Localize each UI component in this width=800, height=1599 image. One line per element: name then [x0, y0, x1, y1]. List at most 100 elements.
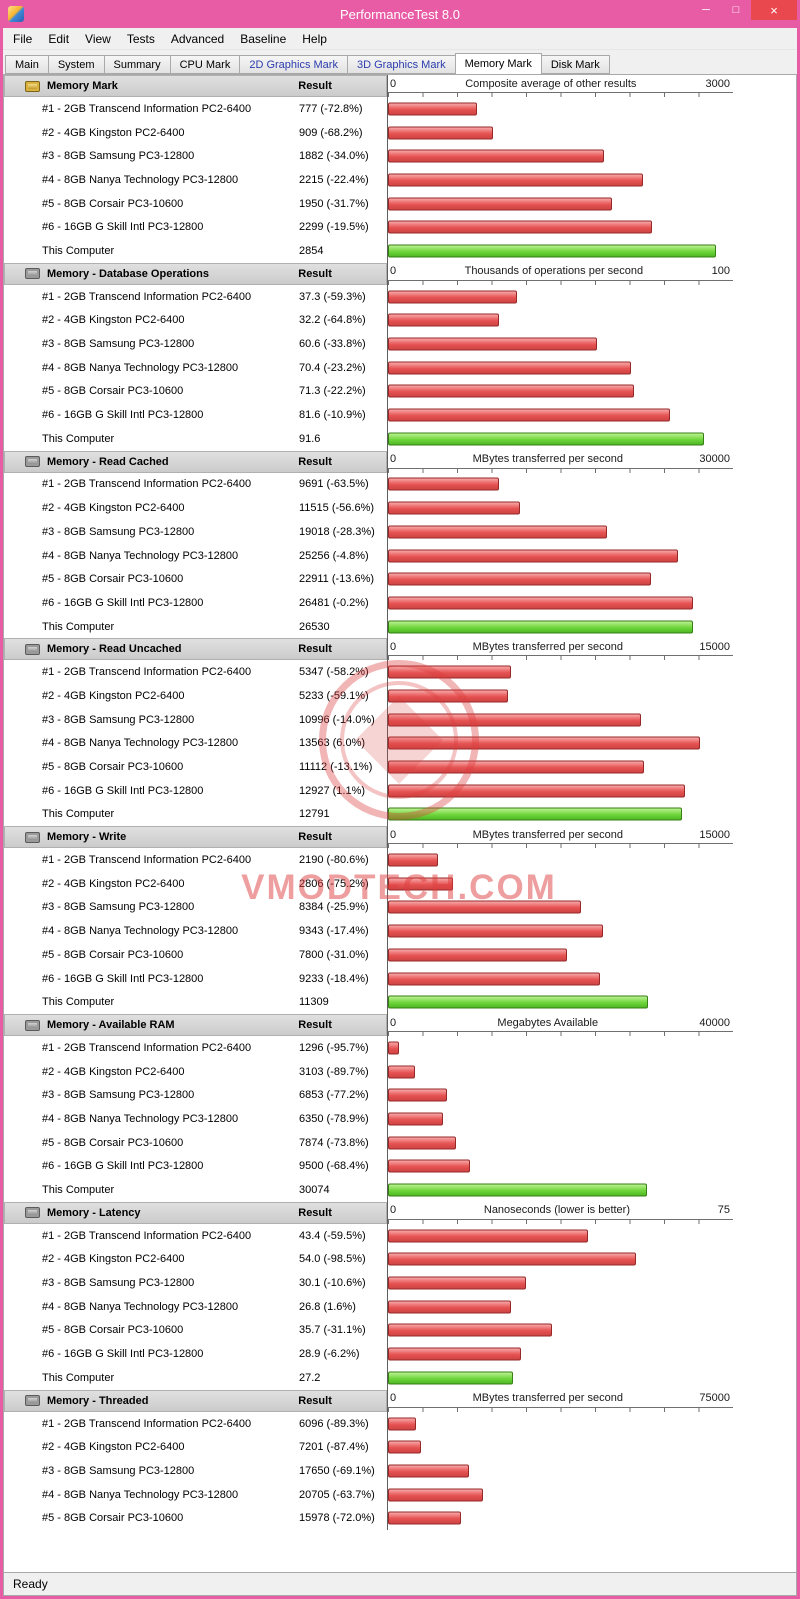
result-bar — [388, 361, 631, 375]
menu-item-tests[interactable]: Tests — [126, 31, 155, 46]
result-row[interactable]: #6 - 16GB G Skill Intl PC3-12800 26481 (-… — [4, 591, 796, 615]
result-row-this-computer[interactable]: This Computer 11309 — [4, 990, 796, 1015]
result-row[interactable]: #5 - 8GB Corsair PC3-10600 35.7 (-31.1%) — [4, 1318, 796, 1343]
result-row[interactable]: #6 - 16GB G Skill Intl PC3-12800 9500 (-6… — [4, 1154, 796, 1179]
row-result: 7201 (-87.4%) — [299, 1441, 369, 1454]
result-row[interactable]: #2 - 4GB Kingston PC2-6400 909 (-68.2%) — [4, 120, 796, 145]
scale-min: 0 — [390, 77, 397, 90]
row-result: 26530 — [299, 620, 330, 633]
result-row-this-computer[interactable]: This Computer 12791 — [4, 802, 796, 827]
result-row[interactable]: #2 - 4GB Kingston PC2-6400 54.0 (-98.5%) — [4, 1247, 796, 1272]
result-row[interactable]: #3 - 8GB Samsung PC3-12800 19018 (-28.3%) — [4, 520, 796, 544]
row-label: #5 - 8GB Corsair PC3-10600 — [42, 1512, 184, 1525]
result-row[interactable]: #5 - 8GB Corsair PC3-10600 7800 (-31.0%) — [4, 943, 796, 967]
result-row[interactable]: #1 - 2GB Transcend Information PC2-6400 2… — [4, 848, 796, 872]
result-bar — [388, 1464, 470, 1478]
result-row-this-computer[interactable]: This Computer 26530 — [4, 614, 796, 639]
result-row[interactable]: #2 - 4GB Kingston PC2-6400 3103 (-89.7%) — [4, 1059, 796, 1084]
scale-ruler — [388, 843, 733, 849]
maximize-button[interactable]: □ — [732, 4, 740, 16]
result-row-this-computer[interactable]: This Computer 27.2 — [4, 1366, 796, 1390]
menu-item-advanced[interactable]: Advanced — [170, 31, 225, 46]
row-result: 10996 (-14.0%) — [299, 713, 375, 726]
result-row[interactable]: #6 - 16GB G Skill Intl PC3-12800 28.9 (-6… — [4, 1342, 796, 1366]
result-row[interactable]: #6 - 16GB G Skill Intl PC3-12800 81.6 (-1… — [4, 403, 796, 427]
result-row[interactable]: #3 - 8GB Samsung PC3-12800 60.6 (-33.8%) — [4, 332, 796, 356]
tab-system[interactable]: System — [47, 55, 105, 74]
row-label: #1 - 2GB Transcend Information PC2-6400 — [42, 1417, 252, 1430]
result-row[interactable]: #3 - 8GB Samsung PC3-12800 17650 (-69.1%) — [4, 1459, 796, 1483]
result-row[interactable]: #1 - 2GB Transcend Information PC2-6400 3… — [4, 284, 796, 309]
result-row[interactable]: #5 - 8GB Corsair PC3-10600 7874 (-73.8%) — [4, 1130, 796, 1155]
result-row-this-computer[interactable]: This Computer 2854 — [4, 239, 796, 263]
result-row[interactable]: #2 - 4GB Kingston PC2-6400 5233 (-59.1%) — [4, 684, 796, 708]
result-row[interactable]: #4 - 8GB Nanya Technology PC3-12800 26.8 … — [4, 1294, 796, 1319]
result-row[interactable]: #1 - 2GB Transcend Information PC2-6400 7… — [4, 97, 796, 121]
result-row[interactable]: #2 - 4GB Kingston PC2-6400 7201 (-87.4%) — [4, 1435, 796, 1460]
result-row[interactable]: #1 - 2GB Transcend Information PC2-6400 5… — [4, 660, 796, 685]
row-label: #6 - 16GB G Skill Intl PC3-12800 — [42, 972, 204, 985]
row-result: 15978 (-72.0%) — [299, 1512, 375, 1525]
result-bar — [388, 149, 605, 163]
result-row[interactable]: #1 - 2GB Transcend Information PC2-6400 1… — [4, 1036, 796, 1060]
result-row[interactable]: #3 - 8GB Samsung PC3-12800 1882 (-34.0%) — [4, 144, 796, 169]
row-label: #1 - 2GB Transcend Information PC2-6400 — [42, 854, 252, 867]
menu-item-view[interactable]: View — [85, 31, 111, 46]
row-result: 19018 (-28.3%) — [299, 525, 375, 538]
result-bar — [388, 1511, 462, 1525]
tab-memory-mark[interactable]: Memory Mark — [454, 53, 542, 75]
row-label: #4 - 8GB Nanya Technology PC3-12800 — [42, 549, 239, 562]
result-row[interactable]: #1 - 2GB Transcend Information PC2-6400 9… — [4, 472, 796, 497]
result-row[interactable]: #3 - 8GB Samsung PC3-12800 8384 (-25.9%) — [4, 895, 796, 920]
result-row-this-computer[interactable]: This Computer 91.6 — [4, 426, 796, 451]
result-row[interactable]: #3 - 8GB Samsung PC3-12800 6853 (-77.2%) — [4, 1083, 796, 1108]
result-bar — [388, 1440, 422, 1454]
tab-main[interactable]: Main — [5, 55, 49, 74]
result-row[interactable]: #1 - 2GB Transcend Information PC2-6400 4… — [4, 1223, 796, 1248]
result-row[interactable]: #6 - 16GB G Skill Intl PC3-12800 12927 (1… — [4, 778, 796, 803]
row-result: 27.2 — [299, 1371, 321, 1384]
result-row[interactable]: #5 - 8GB Corsair PC3-10600 1950 (-31.7%) — [4, 191, 796, 216]
result-row[interactable]: #4 - 8GB Nanya Technology PC3-12800 13563… — [4, 731, 796, 756]
result-row[interactable]: #2 - 4GB Kingston PC2-6400 2806 (-75.2%) — [4, 871, 796, 896]
title-bar[interactable]: PerformanceTest 8.0 ─ □ × — [3, 0, 797, 28]
row-result: 7874 (-73.8%) — [299, 1136, 369, 1149]
row-label: #4 - 8GB Nanya Technology PC3-12800 — [42, 1488, 239, 1501]
row-result: 1296 (-95.7%) — [299, 1041, 369, 1054]
result-row[interactable]: #4 - 8GB Nanya Technology PC3-12800 25256… — [4, 543, 796, 568]
row-result: 13563 (6.0%) — [299, 737, 366, 750]
result-row[interactable]: #4 - 8GB Nanya Technology PC3-12800 2215 … — [4, 168, 796, 192]
result-row[interactable]: #4 - 8GB Nanya Technology PC3-12800 20705… — [4, 1482, 796, 1507]
result-row[interactable]: #4 - 8GB Nanya Technology PC3-12800 6350 … — [4, 1107, 796, 1131]
result-row[interactable]: #4 - 8GB Nanya Technology PC3-12800 9343 … — [4, 919, 796, 943]
tab-disk-mark[interactable]: Disk Mark — [540, 55, 610, 74]
this-computer-bar — [388, 1371, 514, 1385]
tab-summary[interactable]: Summary — [103, 55, 171, 74]
result-row[interactable]: #2 - 4GB Kingston PC2-6400 32.2 (-64.8%) — [4, 308, 796, 333]
menu-item-file[interactable]: File — [13, 31, 33, 46]
result-row[interactable]: #6 - 16GB G Skill Intl PC3-12800 9233 (-1… — [4, 966, 796, 991]
minimize-button[interactable]: ─ — [702, 4, 710, 16]
tab-3d-graphics-mark[interactable]: 3D Graphics Mark — [346, 55, 456, 74]
result-row[interactable]: #5 - 8GB Corsair PC3-10600 15978 (-72.0%) — [4, 1506, 796, 1531]
result-row[interactable]: #6 - 16GB G Skill Intl PC3-12800 2299 (-1… — [4, 215, 796, 240]
scale-title: MBytes transferred per second — [472, 453, 623, 466]
close-button[interactable]: × — [751, 0, 797, 20]
result-row[interactable]: #3 - 8GB Samsung PC3-12800 30.1 (-10.6%) — [4, 1271, 796, 1295]
result-row[interactable]: #5 - 8GB Corsair PC3-10600 71.3 (-22.2%) — [4, 379, 796, 404]
tab-cpu-mark[interactable]: CPU Mark — [169, 55, 241, 74]
result-row[interactable]: #1 - 2GB Transcend Information PC2-6400 6… — [4, 1411, 796, 1436]
menu-item-edit[interactable]: Edit — [48, 31, 70, 46]
result-row-this-computer[interactable]: This Computer 30074 — [4, 1178, 796, 1202]
result-row[interactable]: #3 - 8GB Samsung PC3-12800 10996 (-14.0%) — [4, 707, 796, 732]
result-bar — [388, 102, 478, 116]
result-row[interactable]: #5 - 8GB Corsair PC3-10600 11112 (-13.1%) — [4, 755, 796, 779]
row-result: 43.4 (-59.5%) — [299, 1229, 366, 1242]
result-row[interactable]: #4 - 8GB Nanya Technology PC3-12800 70.4 … — [4, 355, 796, 380]
result-row[interactable]: #2 - 4GB Kingston PC2-6400 11515 (-56.6%) — [4, 496, 796, 520]
menu-item-baseline[interactable]: Baseline — [240, 31, 287, 46]
tab-2d-graphics-mark[interactable]: 2D Graphics Mark — [239, 55, 348, 74]
menu-item-help[interactable]: Help — [302, 31, 327, 46]
result-row[interactable]: #5 - 8GB Corsair PC3-10600 22911 (-13.6%) — [4, 567, 796, 592]
row-result: 8384 (-25.9%) — [299, 901, 369, 914]
